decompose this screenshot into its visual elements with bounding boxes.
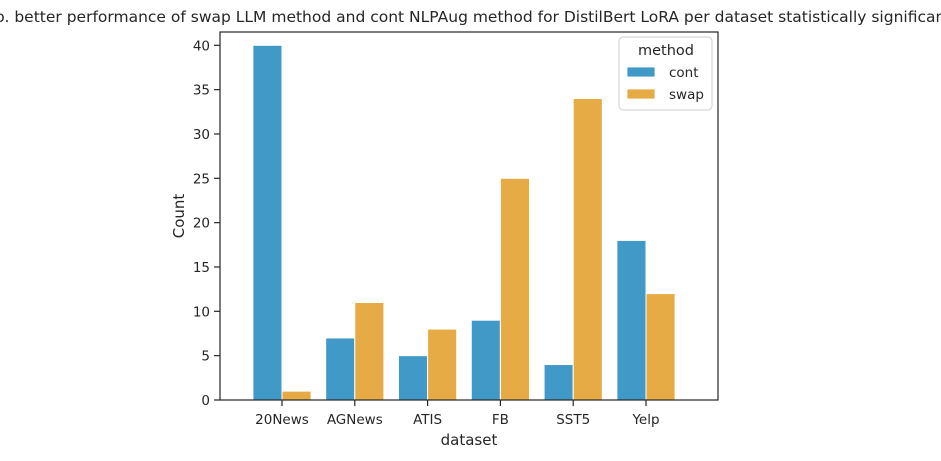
bar-cont-fb	[470, 319, 501, 401]
bar-cont-atis	[397, 355, 429, 401]
y-tick-label: 20	[193, 216, 210, 232]
x-tick-label: SST5	[556, 412, 590, 428]
x-tick-label: Yelp	[631, 412, 659, 428]
legend-swatch-cont	[626, 66, 656, 78]
y-tick-label: 30	[193, 127, 210, 143]
plot-frame	[219, 31, 719, 401]
y-tick-label: 5	[201, 349, 210, 365]
bar-cont-agnews	[325, 337, 356, 401]
bar-swap-yelp	[645, 293, 676, 401]
bar-cont-20news	[252, 44, 283, 401]
y-tick-label: 15	[193, 260, 210, 276]
legend: method cont swap	[618, 36, 713, 111]
y-tick-label: 25	[193, 171, 210, 187]
y-axis-ticks: 0 5 10 15 20 25 30 35 40	[193, 38, 220, 409]
y-tick-label: 40	[193, 38, 210, 54]
legend-label-swap: swap	[669, 87, 704, 103]
bar-swap-atis	[427, 328, 458, 401]
x-tick-label: 20News	[255, 412, 309, 428]
x-tick-label: ATIS	[413, 412, 442, 428]
y-axis-label: Count	[170, 194, 188, 239]
bar-swap-20news	[281, 390, 312, 401]
legend-label-cont: cont	[669, 65, 699, 81]
x-tick-label: FB	[492, 412, 509, 428]
bar-swap-sst5	[572, 98, 603, 401]
y-tick-label: 10	[193, 304, 210, 320]
x-axis-ticks: 20News AGNews ATIS FB SST5 Yelp	[255, 400, 660, 428]
y-tick-label: 35	[193, 83, 210, 99]
bar-swap-fb	[499, 177, 531, 401]
x-axis-label: dataset	[441, 431, 498, 449]
legend-swatch-swap	[626, 88, 656, 100]
bars-group	[252, 44, 676, 401]
x-tick-label: AGNews	[327, 412, 383, 428]
legend-title: method	[638, 43, 694, 59]
bar-cont-sst5	[543, 364, 574, 401]
legend-entries: cont swap	[626, 65, 704, 103]
y-tick-label: 0	[201, 393, 210, 409]
bar-swap-agnews	[354, 301, 385, 401]
chart-title: No. better performance of swap LLM metho…	[0, 8, 941, 26]
bar-cont-yelp	[616, 239, 647, 401]
